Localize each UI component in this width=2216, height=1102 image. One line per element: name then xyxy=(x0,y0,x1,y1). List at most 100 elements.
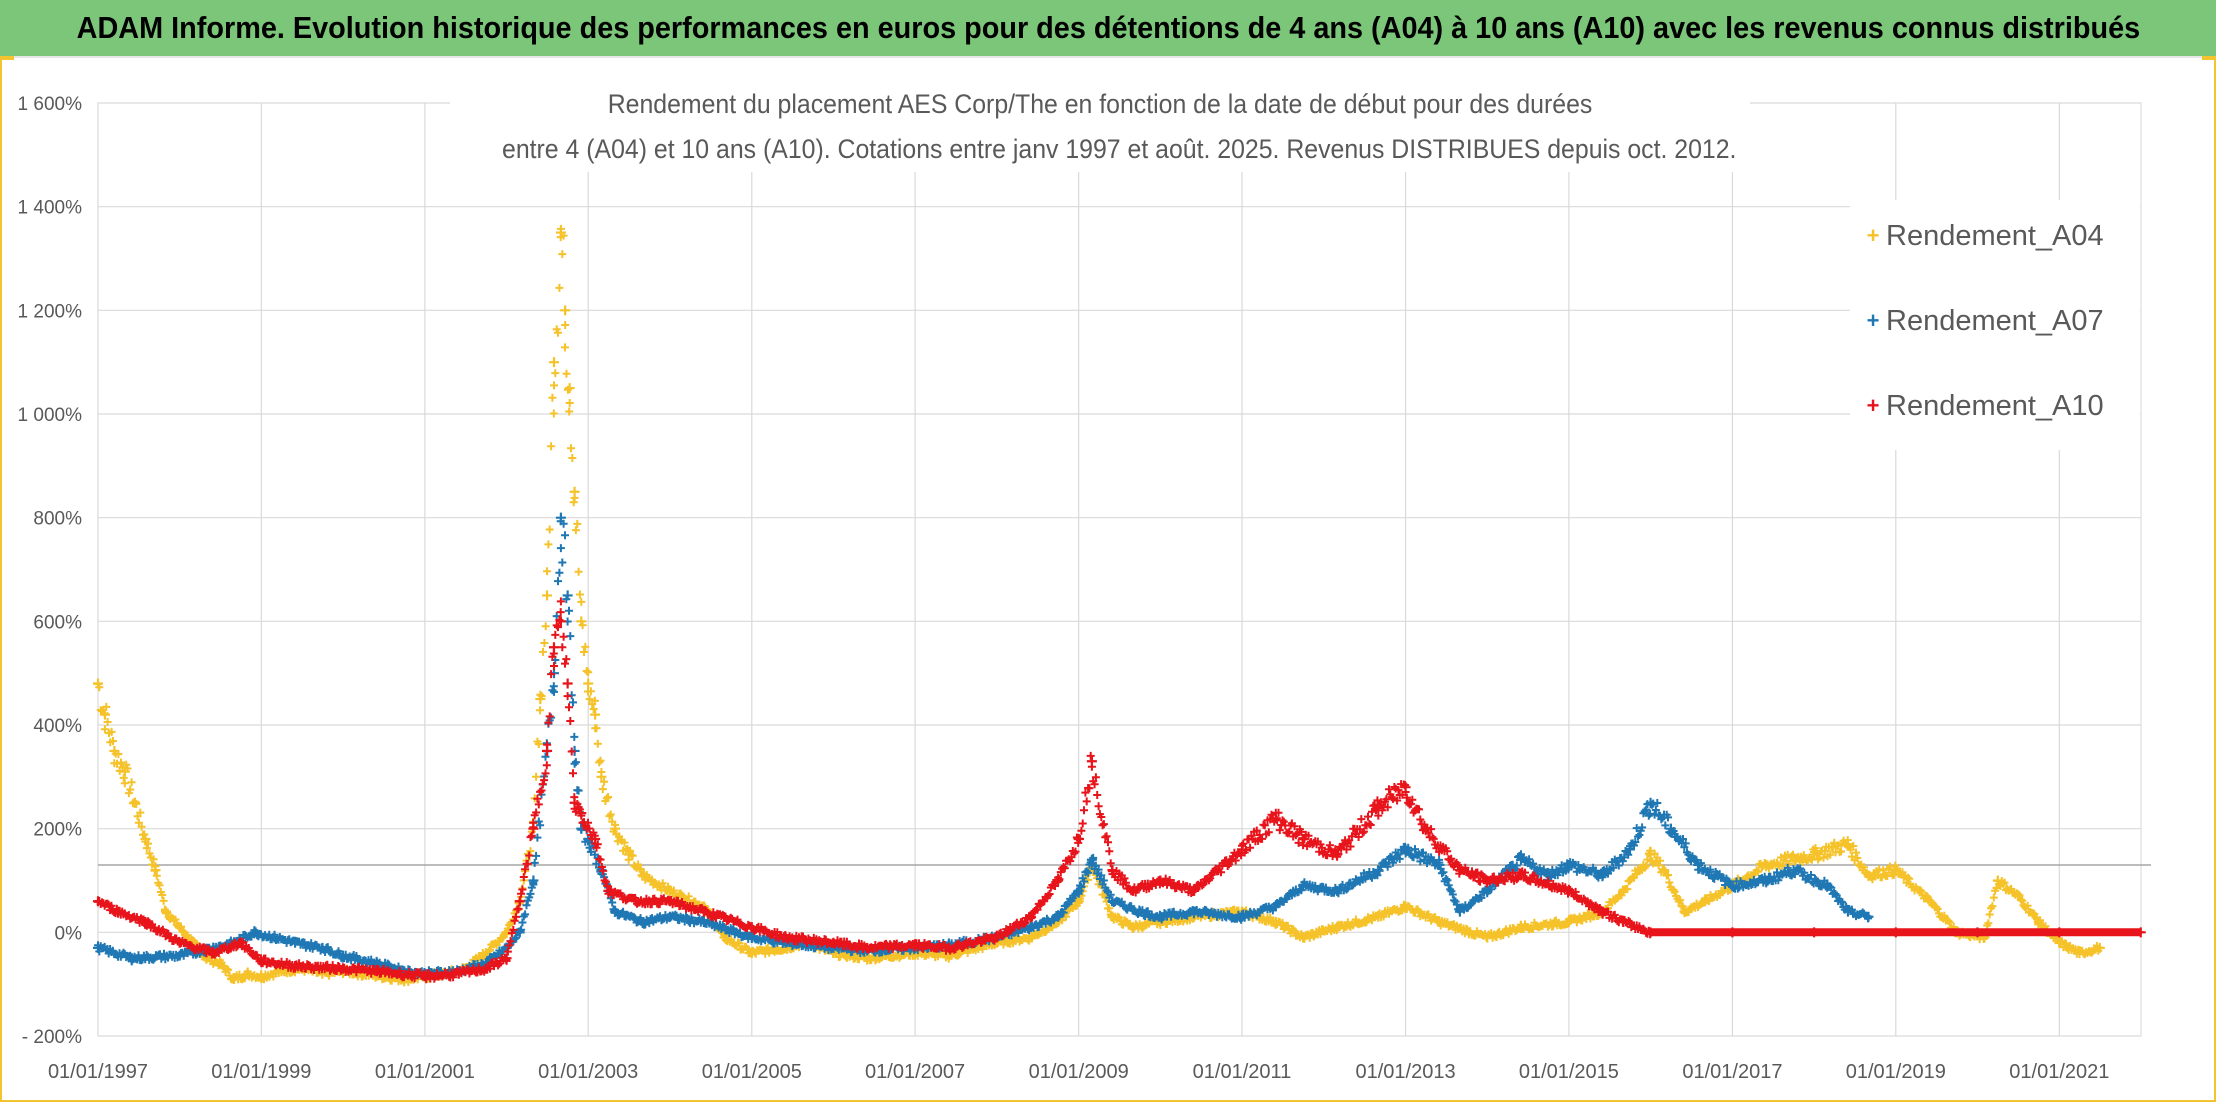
data-point xyxy=(1400,901,1411,912)
data-point xyxy=(372,966,383,977)
data-point xyxy=(1332,885,1343,896)
data-point xyxy=(943,942,954,953)
data-point xyxy=(208,948,219,959)
data-point xyxy=(1434,916,1445,927)
data-point xyxy=(150,865,161,876)
data-point xyxy=(528,875,539,886)
data-point xyxy=(528,823,539,834)
data-point xyxy=(1516,870,1527,881)
data-point xyxy=(1516,854,1527,865)
x-tick-label: 01/01/2021 xyxy=(2009,1061,2109,1083)
data-point xyxy=(560,305,571,316)
data-point xyxy=(1597,870,1608,881)
data-point xyxy=(93,678,103,689)
data-point xyxy=(576,616,587,627)
data-point xyxy=(910,940,921,951)
data-point xyxy=(2094,942,2105,953)
y-tick-label: 1 000% xyxy=(18,405,83,426)
data-point xyxy=(514,896,525,907)
data-point xyxy=(1727,880,1738,891)
data-point xyxy=(564,383,575,394)
data-point xyxy=(113,906,124,917)
data-point xyxy=(1128,885,1139,896)
data-point xyxy=(1645,927,1656,938)
data-point xyxy=(1298,880,1309,891)
data-point xyxy=(215,958,226,969)
data-point xyxy=(828,937,839,948)
data-point xyxy=(1086,854,1097,865)
data-point xyxy=(1025,911,1036,922)
y-tick-label: 600% xyxy=(33,612,82,633)
data-point xyxy=(1890,865,1901,876)
x-tick-label: 01/01/2005 xyxy=(702,1061,802,1083)
y-tick-label: 0% xyxy=(55,923,83,944)
legend-marker-a07: + xyxy=(1866,308,1880,333)
data-point xyxy=(555,512,566,523)
data-point xyxy=(93,896,103,907)
data-point xyxy=(610,906,621,917)
data-point xyxy=(1107,896,1118,907)
data-point xyxy=(174,922,185,933)
data-point xyxy=(1624,844,1635,855)
data-point xyxy=(1025,922,1036,933)
data-point xyxy=(1298,932,1309,943)
data-point xyxy=(1992,875,2003,886)
data-point xyxy=(1890,927,1901,938)
y-tick-label: 800% xyxy=(33,509,82,530)
data-point xyxy=(2033,916,2044,927)
x-tick-label: 01/01/1997 xyxy=(48,1061,148,1083)
data-point xyxy=(1134,906,1145,917)
data-point xyxy=(698,906,709,917)
data-point xyxy=(256,955,267,966)
data-point xyxy=(1693,859,1704,870)
data-point xyxy=(576,808,587,819)
data-point xyxy=(746,932,757,943)
data-point xyxy=(2054,937,2065,948)
x-tick-label: 01/01/2003 xyxy=(538,1061,638,1083)
data-point xyxy=(1761,875,1772,886)
data-point xyxy=(596,771,607,782)
data-point xyxy=(1025,932,1036,943)
data-point xyxy=(1189,885,1200,896)
data-point xyxy=(2135,927,2146,938)
data-point xyxy=(555,227,566,238)
data-point xyxy=(1809,849,1820,860)
data-point xyxy=(2013,891,2024,902)
data-point xyxy=(290,961,301,972)
data-point xyxy=(1434,859,1445,870)
data-point xyxy=(317,942,328,953)
data-point xyxy=(93,942,103,953)
data-point xyxy=(1618,916,1629,927)
data-point xyxy=(637,916,648,927)
data-point xyxy=(1482,875,1493,886)
data-point xyxy=(1842,839,1853,850)
report-banner: ADAM Informe. Evolution historique des p… xyxy=(0,0,2216,58)
data-point xyxy=(746,948,757,959)
data-point xyxy=(1727,927,1738,938)
chart-title-line-2: entre 4 (A04) et 10 ans (A10). Cotations… xyxy=(502,134,1737,164)
data-point xyxy=(1298,834,1309,845)
data-point xyxy=(1237,844,1247,855)
data-point xyxy=(1972,927,1983,938)
data-point xyxy=(1373,911,1384,922)
data-point xyxy=(548,642,559,653)
data-point xyxy=(698,916,709,927)
data-point xyxy=(269,932,280,943)
y-tick-label: 1 400% xyxy=(18,198,83,219)
data-point xyxy=(1679,906,1690,917)
series-Rendement_A10 xyxy=(93,597,2146,984)
data-point xyxy=(1332,849,1343,860)
banner-title: ADAM Informe. Evolution historique des p… xyxy=(76,10,2140,45)
data-point xyxy=(1270,916,1281,927)
data-point xyxy=(862,942,873,953)
data-point xyxy=(1482,932,1493,943)
legend-marker-a10: + xyxy=(1866,393,1880,418)
chart-title-line-1: Rendement du placement AES Corp/The en f… xyxy=(607,89,1593,119)
data-point xyxy=(1107,911,1118,922)
data-point xyxy=(1516,922,1527,933)
data-point xyxy=(229,973,240,984)
data-point xyxy=(542,590,553,601)
data-point xyxy=(664,896,675,907)
data-point xyxy=(337,963,348,974)
data-point xyxy=(276,966,287,977)
